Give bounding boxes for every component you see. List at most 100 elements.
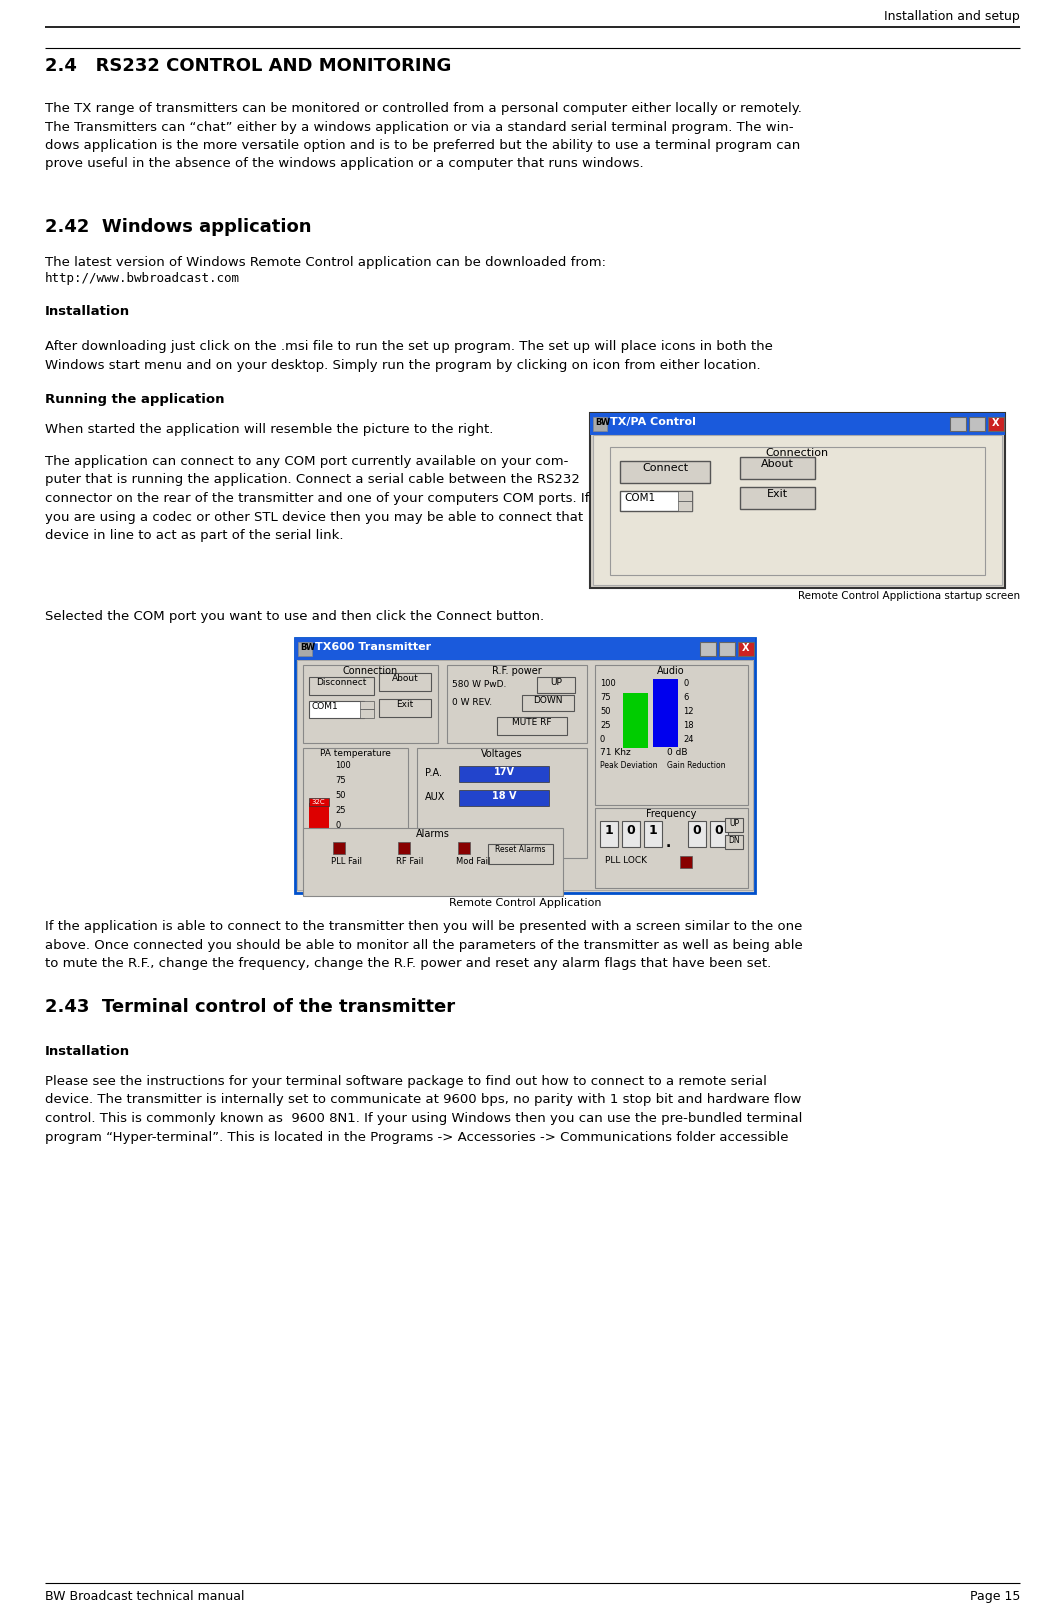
Bar bbox=[688, 822, 706, 847]
Text: BW Broadcast technical manual: BW Broadcast technical manual bbox=[45, 1590, 245, 1603]
Bar bbox=[379, 673, 431, 691]
Bar bbox=[969, 417, 985, 432]
Bar bbox=[310, 797, 329, 806]
Text: http://www.bwbroadcast.com: http://www.bwbroadcast.com bbox=[45, 272, 240, 285]
Text: PA temperature: PA temperature bbox=[319, 749, 390, 759]
Bar bbox=[590, 412, 1005, 435]
Text: About: About bbox=[761, 459, 794, 469]
Text: 18 V: 18 V bbox=[492, 791, 516, 801]
Text: The application can connect to any COM port currently available on your com-
put: The application can connect to any COM p… bbox=[45, 454, 589, 541]
Text: COM1: COM1 bbox=[624, 493, 655, 503]
Text: Selected the COM port you want to use and then click the Connect button.: Selected the COM port you want to use an… bbox=[45, 611, 544, 623]
Text: 100: 100 bbox=[335, 760, 351, 770]
Bar bbox=[398, 843, 410, 854]
Text: Exit: Exit bbox=[396, 701, 413, 709]
Text: 100: 100 bbox=[600, 678, 616, 688]
Bar bbox=[295, 638, 755, 892]
Text: Connect: Connect bbox=[642, 462, 688, 474]
Bar bbox=[297, 661, 753, 889]
Bar bbox=[710, 822, 728, 847]
Text: 580 W PwD.: 580 W PwD. bbox=[452, 680, 507, 690]
Text: P.A.: P.A. bbox=[425, 768, 442, 778]
Text: 0: 0 bbox=[335, 822, 340, 830]
Text: Peak Deviation: Peak Deviation bbox=[600, 760, 657, 770]
Text: TX/PA Control: TX/PA Control bbox=[610, 417, 695, 427]
Text: Installation and setup: Installation and setup bbox=[884, 10, 1020, 23]
Bar bbox=[681, 855, 692, 868]
Text: 25: 25 bbox=[600, 722, 611, 730]
Text: R.F. power: R.F. power bbox=[492, 665, 542, 677]
Bar bbox=[295, 638, 755, 661]
Bar bbox=[303, 828, 563, 896]
Text: About: About bbox=[391, 673, 419, 683]
Bar bbox=[447, 665, 587, 743]
Text: 0 W REV.: 0 W REV. bbox=[452, 698, 492, 707]
Text: Exit: Exit bbox=[766, 490, 788, 499]
Text: 24: 24 bbox=[683, 735, 693, 744]
Text: 18: 18 bbox=[683, 722, 693, 730]
Text: 17V: 17V bbox=[494, 767, 514, 777]
Bar bbox=[310, 802, 329, 847]
Text: Connection: Connection bbox=[342, 665, 398, 677]
Bar bbox=[459, 789, 549, 806]
Text: MUTE RF: MUTE RF bbox=[512, 719, 552, 727]
Text: 0: 0 bbox=[626, 823, 635, 838]
Bar bbox=[610, 446, 985, 575]
Bar bbox=[303, 665, 438, 743]
Text: RF Fail: RF Fail bbox=[396, 857, 423, 867]
Text: Mod Fail: Mod Fail bbox=[456, 857, 491, 867]
Text: 0: 0 bbox=[714, 823, 723, 838]
Bar bbox=[537, 677, 575, 693]
Text: DN: DN bbox=[728, 836, 740, 846]
Bar bbox=[600, 822, 618, 847]
Text: Please see the instructions for your terminal software package to find out how t: Please see the instructions for your ter… bbox=[45, 1075, 802, 1144]
Text: Audio: Audio bbox=[657, 665, 685, 677]
Bar bbox=[623, 693, 648, 748]
Text: Remote Control Application: Remote Control Application bbox=[448, 897, 601, 909]
Bar bbox=[653, 678, 678, 748]
Bar bbox=[333, 843, 344, 854]
Bar bbox=[417, 748, 587, 859]
Text: TX600 Transmitter: TX600 Transmitter bbox=[315, 643, 431, 652]
Text: Disconnect: Disconnect bbox=[316, 678, 366, 686]
Text: After downloading just click on the .msi file to run the set up program. The set: After downloading just click on the .msi… bbox=[45, 340, 773, 372]
Text: Page 15: Page 15 bbox=[970, 1590, 1020, 1603]
Bar bbox=[700, 643, 716, 656]
Bar bbox=[678, 491, 692, 501]
Bar bbox=[459, 765, 549, 781]
Bar bbox=[310, 677, 374, 694]
Text: Connection: Connection bbox=[765, 448, 829, 458]
Bar bbox=[488, 844, 553, 863]
Text: 71 Khz: 71 Khz bbox=[600, 748, 631, 757]
Text: Alarms: Alarms bbox=[417, 830, 449, 839]
Text: X: X bbox=[742, 643, 749, 652]
Bar bbox=[379, 699, 431, 717]
Text: PLL Fail: PLL Fail bbox=[331, 857, 363, 867]
Text: Reset Alarms: Reset Alarms bbox=[495, 846, 545, 854]
Bar bbox=[725, 818, 743, 831]
Text: 0 dB: 0 dB bbox=[667, 748, 688, 757]
Bar bbox=[988, 417, 1004, 432]
Text: COM1: COM1 bbox=[312, 702, 339, 710]
Bar bbox=[950, 417, 966, 432]
Text: 0: 0 bbox=[683, 678, 688, 688]
Text: UP: UP bbox=[729, 818, 739, 828]
Text: Installation: Installation bbox=[45, 304, 130, 317]
Text: 25: 25 bbox=[335, 806, 346, 815]
Bar bbox=[522, 694, 575, 710]
Text: 1: 1 bbox=[649, 823, 657, 838]
Text: The latest version of Windows Remote Control application can be downloaded from:: The latest version of Windows Remote Con… bbox=[45, 256, 606, 269]
Text: BW: BW bbox=[300, 643, 315, 652]
Bar bbox=[360, 709, 374, 719]
Text: 6: 6 bbox=[683, 693, 688, 702]
Bar bbox=[298, 643, 312, 656]
Text: 1: 1 bbox=[604, 823, 614, 838]
Bar bbox=[622, 822, 640, 847]
Bar bbox=[595, 665, 748, 806]
Bar bbox=[310, 701, 364, 719]
Bar bbox=[740, 458, 815, 478]
Text: The TX range of transmitters can be monitored or controlled from a personal comp: The TX range of transmitters can be moni… bbox=[45, 101, 801, 171]
Bar bbox=[738, 643, 754, 656]
Text: PLL LOCK: PLL LOCK bbox=[605, 855, 647, 865]
Bar bbox=[303, 748, 408, 859]
